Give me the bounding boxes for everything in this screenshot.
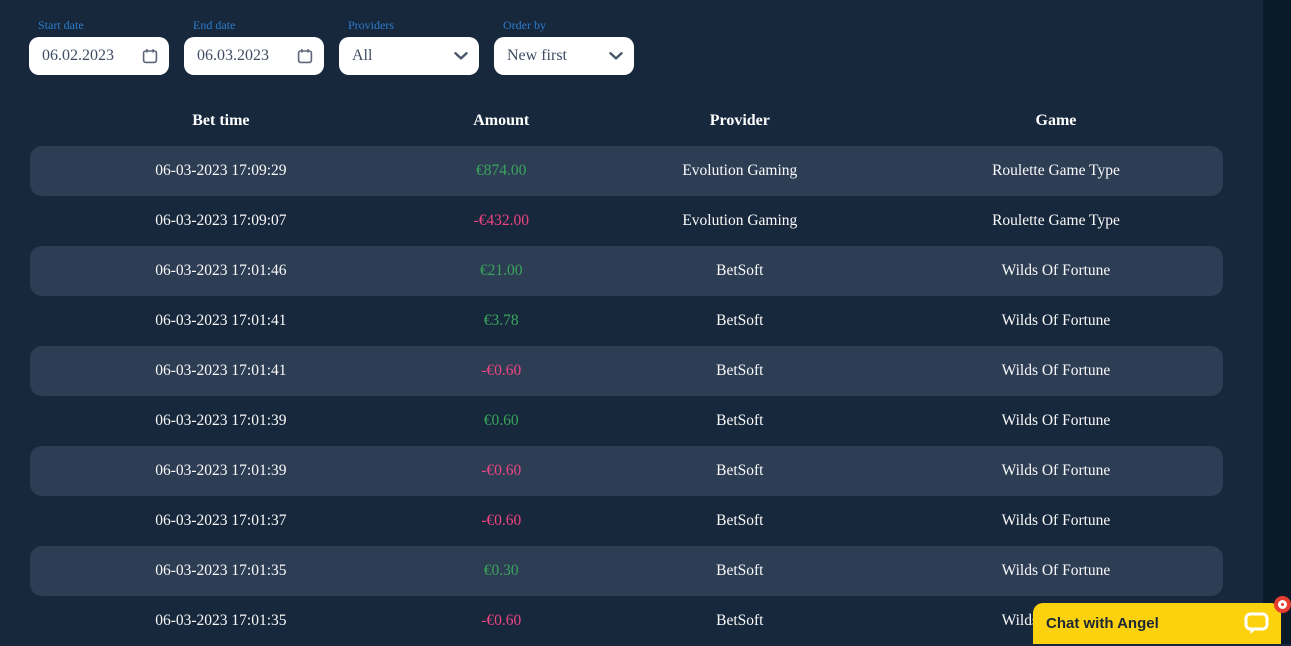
- provider-cell: Evolution Gaming: [682, 162, 798, 179]
- amount-cell: €21.00: [479, 262, 523, 279]
- bet-time-cell: 06-03-2023 17:01:46: [155, 262, 287, 279]
- column-header-provider: Provider: [709, 111, 770, 129]
- column-header-amount: Amount: [473, 111, 530, 129]
- provider-cell: BetSoft: [716, 262, 764, 279]
- scrollbar-track[interactable]: [1263, 0, 1291, 644]
- game-cell: Wilds Of Fortune: [1001, 462, 1111, 479]
- end-date-field: End date 06.03.2023: [184, 19, 324, 75]
- provider-cell: Evolution Gaming: [682, 212, 798, 229]
- amount-cell: -€0.60: [481, 512, 522, 529]
- chat-bubble-icon: [1244, 612, 1269, 635]
- bet-time-cell: 06-03-2023 17:01:37: [155, 512, 287, 529]
- bet-time-cell: 06-03-2023 17:01:39: [155, 462, 287, 479]
- chat-notification-badge-ring: [1278, 600, 1287, 609]
- table-row: 06-03-2023 17:01:46 €21.00 BetSoft Wilds…: [30, 246, 1223, 296]
- table-row: 06-03-2023 17:01:35 €0.30 BetSoft Wilds …: [30, 546, 1223, 596]
- filter-bar: Start date 06.02.2023 End date 06.03.202…: [29, 19, 634, 75]
- order-by-field: Order by New first: [494, 19, 634, 75]
- chat-widget-button[interactable]: Chat with Angel: [1033, 603, 1281, 644]
- provider-cell: BetSoft: [716, 362, 764, 379]
- amount-cell: €874.00: [476, 162, 527, 179]
- provider-cell: BetSoft: [716, 312, 764, 329]
- bet-time-cell: 06-03-2023 17:01:41: [155, 362, 287, 379]
- table-row: 06-03-2023 17:01:37 -€0.60 BetSoft Wilds…: [30, 496, 1223, 546]
- start-date-value: 06.02.2023: [42, 47, 114, 64]
- provider-cell: BetSoft: [716, 612, 764, 629]
- amount-cell: €0.30: [483, 562, 519, 579]
- order-by-selected-value: New first: [507, 47, 567, 64]
- amount-cell: €3.78: [483, 312, 519, 329]
- providers-select[interactable]: All: [339, 37, 479, 75]
- table-body: 06-03-2023 17:09:29 €874.00 Evolution Ga…: [30, 146, 1223, 646]
- game-cell: Roulette Game Type: [992, 212, 1120, 229]
- game-cell: Wilds Of Fortune: [1001, 262, 1111, 279]
- table-row: 06-03-2023 17:01:41 -€0.60 BetSoft Wilds…: [30, 346, 1223, 396]
- bet-time-cell: 06-03-2023 17:01:41: [155, 312, 287, 329]
- bet-time-cell: 06-03-2023 17:09:07: [155, 212, 287, 229]
- order-by-select[interactable]: New first: [494, 37, 634, 75]
- start-date-input[interactable]: 06.02.2023: [29, 37, 169, 75]
- game-cell: Roulette Game Type: [992, 162, 1120, 179]
- table-row: 06-03-2023 17:01:41 €3.78 BetSoft Wilds …: [30, 296, 1223, 346]
- game-cell: Wilds Of Fortune: [1001, 412, 1111, 429]
- game-cell: Wilds Of Fortune: [1001, 562, 1111, 579]
- chevron-down-icon: [609, 52, 623, 60]
- chat-notification-badge: [1274, 596, 1291, 613]
- calendar-icon[interactable]: [297, 48, 313, 64]
- chevron-down-icon: [454, 52, 468, 60]
- game-cell: Wilds Of Fortune: [1001, 512, 1111, 529]
- end-date-value: 06.03.2023: [197, 47, 269, 64]
- start-date-label: Start date: [38, 18, 84, 32]
- chat-notification-badge-dot: [1281, 603, 1284, 606]
- game-cell: Wilds Of Fortune: [1001, 312, 1111, 329]
- providers-label: Providers: [348, 18, 394, 32]
- bet-time-cell: 06-03-2023 17:01:39: [155, 412, 287, 429]
- table-header-row: Bet time Amount Provider Game: [30, 95, 1223, 146]
- game-cell: Wilds Of Fortune: [1001, 362, 1111, 379]
- providers-selected-value: All: [352, 47, 373, 64]
- amount-cell: -€0.60: [481, 462, 522, 479]
- calendar-icon[interactable]: [142, 48, 158, 64]
- amount-cell: -€432.00: [473, 212, 529, 229]
- bet-time-cell: 06-03-2023 17:01:35: [155, 562, 287, 579]
- table-row: 06-03-2023 17:01:39 -€0.60 BetSoft Wilds…: [30, 446, 1223, 496]
- bet-time-cell: 06-03-2023 17:01:35: [155, 612, 287, 629]
- start-date-field: Start date 06.02.2023: [29, 19, 169, 75]
- amount-cell: €0.60: [483, 412, 519, 429]
- column-header-bet-time: Bet time: [192, 111, 250, 129]
- providers-field: Providers All: [339, 19, 479, 75]
- chat-widget-label: Chat with Angel: [1046, 615, 1159, 632]
- table-row: 06-03-2023 17:09:07 -€432.00 Evolution G…: [30, 196, 1223, 246]
- provider-cell: BetSoft: [716, 512, 764, 529]
- amount-cell: -€0.60: [481, 362, 522, 379]
- provider-cell: BetSoft: [716, 562, 764, 579]
- column-header-game: Game: [1035, 111, 1077, 129]
- bet-time-cell: 06-03-2023 17:09:29: [155, 162, 287, 179]
- end-date-input[interactable]: 06.03.2023: [184, 37, 324, 75]
- provider-cell: BetSoft: [716, 412, 764, 429]
- provider-cell: BetSoft: [716, 462, 764, 479]
- end-date-label: End date: [193, 18, 236, 32]
- table-row: 06-03-2023 17:09:29 €874.00 Evolution Ga…: [30, 146, 1223, 196]
- amount-cell: -€0.60: [481, 612, 522, 629]
- table-row: 06-03-2023 17:01:39 €0.60 BetSoft Wilds …: [30, 396, 1223, 446]
- order-by-label: Order by: [503, 18, 546, 32]
- bet-history-table: Bet time Amount Provider Game 06-03-2023…: [30, 95, 1223, 646]
